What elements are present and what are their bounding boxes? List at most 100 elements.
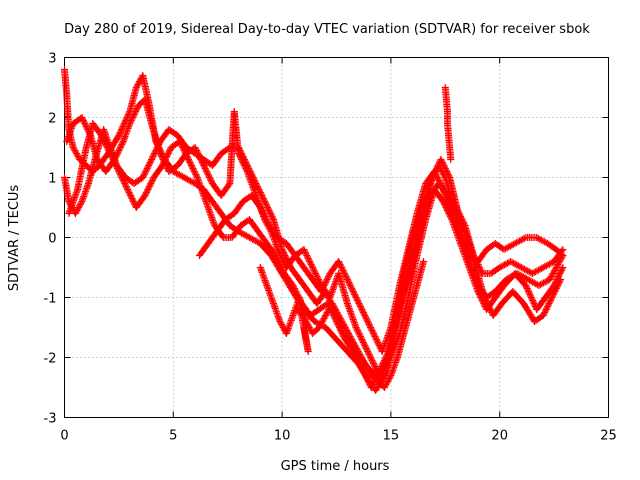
data-point-track-c [522,282,530,289]
data-point-track-c [130,111,138,118]
data-point-track-d [378,361,386,369]
data-point-track-b [145,160,153,168]
data-point-track-f [382,381,390,388]
data-point-track-f [350,340,358,348]
data-point-track-e [261,214,269,222]
y-tick-label: -3 [44,412,57,427]
data-point-track-a [553,262,561,270]
data-point-track-c [525,289,533,297]
data-point-track-b [146,159,154,166]
data-point-track-f [349,337,357,345]
data-point-track-d [181,148,189,156]
data-point-track-c [156,150,164,157]
data-point-track-c [196,154,204,162]
data-point-track-d [158,162,166,169]
data-point-track-e [342,273,350,280]
data-point-track-c [240,160,248,168]
data-point-track-b [508,258,516,266]
data-point-track-c [302,250,310,258]
data-point-track-d [381,355,389,363]
data-point-track-b [147,157,155,165]
data-point-track-e [374,339,382,346]
data-point-track-c [132,108,140,115]
data-point-track-c [356,333,364,340]
data-point-track-d [375,369,383,376]
data-point-track-e [263,217,271,225]
data-point-track-f [334,310,342,318]
data-point-track-e [257,205,265,213]
data-point-track-c [556,270,564,277]
data-point-track-b [71,210,79,217]
data-point-track-e [370,331,378,339]
data-point-track-d [340,333,348,340]
data-point-track-d [111,159,119,166]
data-point-track-b [507,258,515,265]
data-point-track-e [359,307,367,315]
data-point-track-f [329,301,337,309]
data-point-track-c [132,106,140,114]
data-point-track-b [267,211,275,219]
data-point-track-c [309,265,317,273]
data-point-track-b [538,264,546,272]
data-point-track-f [380,384,388,391]
x-tick-label: 5 [169,429,177,444]
data-point-track-c [354,328,362,336]
data-point-track-b [77,199,85,207]
data-point-track-e [457,234,465,241]
data-point-track-a [116,130,124,138]
data-point-track-e [514,238,522,246]
data-point-track-a [72,148,80,156]
data-point-track-c [133,105,141,112]
data-point-track-d [554,282,562,289]
data-point-track-b [269,214,277,222]
data-point-track-a [524,276,532,283]
data-point-track-e [459,240,467,247]
data-point-track-c [523,285,531,292]
data-point-track-d [273,255,281,262]
data-point-track-c [235,150,243,157]
data-point-track-b [144,163,152,171]
data-point-track-e [536,235,544,243]
data-point-track-e [431,169,439,177]
data-point-track-d [382,354,390,361]
x-tick-label: 10 [274,429,291,444]
data-point-track-f [340,321,348,328]
data-point-track-c [527,294,535,301]
data-point-track-c [205,172,213,180]
data-point-track-b [266,208,274,216]
data-point-track-a [186,177,194,185]
data-point-track-c [359,337,367,345]
data-point-track-d [118,174,126,181]
data-point-track-d [376,366,384,373]
data-point-track-e [335,258,343,265]
data-point-track-c [370,361,378,369]
data-point-track-f [324,307,332,315]
data-point-spike [447,156,455,163]
data-point-track-b [264,204,272,211]
data-point-track-c [362,345,370,352]
data-point-track-d [99,135,107,142]
data-point-track-d [180,147,188,154]
data-point-track-e [436,180,444,187]
data-point-track-c [80,118,88,126]
data-point-track-e [435,178,443,186]
data-point-track-d [109,156,117,163]
data-point-track-b [499,262,507,270]
data-point-track-e [323,276,331,283]
data-point-track-f [304,322,312,330]
data-point-track-d [544,301,552,309]
data-point-track-d [337,327,345,334]
data-point-track-a [551,265,559,273]
data-point-track-c [303,253,311,261]
data-point-track-a [555,259,563,267]
data-point-track-f [360,358,368,366]
data-point-track-e [357,304,365,312]
data-point-track-e [434,175,442,183]
data-point-track-e [351,291,359,298]
data-point-track-e [534,234,542,242]
y-tick-label: 1 [48,172,56,187]
data-point-track-c [194,150,202,157]
data-point-track-f [318,319,326,327]
data-point-track-d [486,306,494,313]
data-point-track-a [527,277,535,285]
